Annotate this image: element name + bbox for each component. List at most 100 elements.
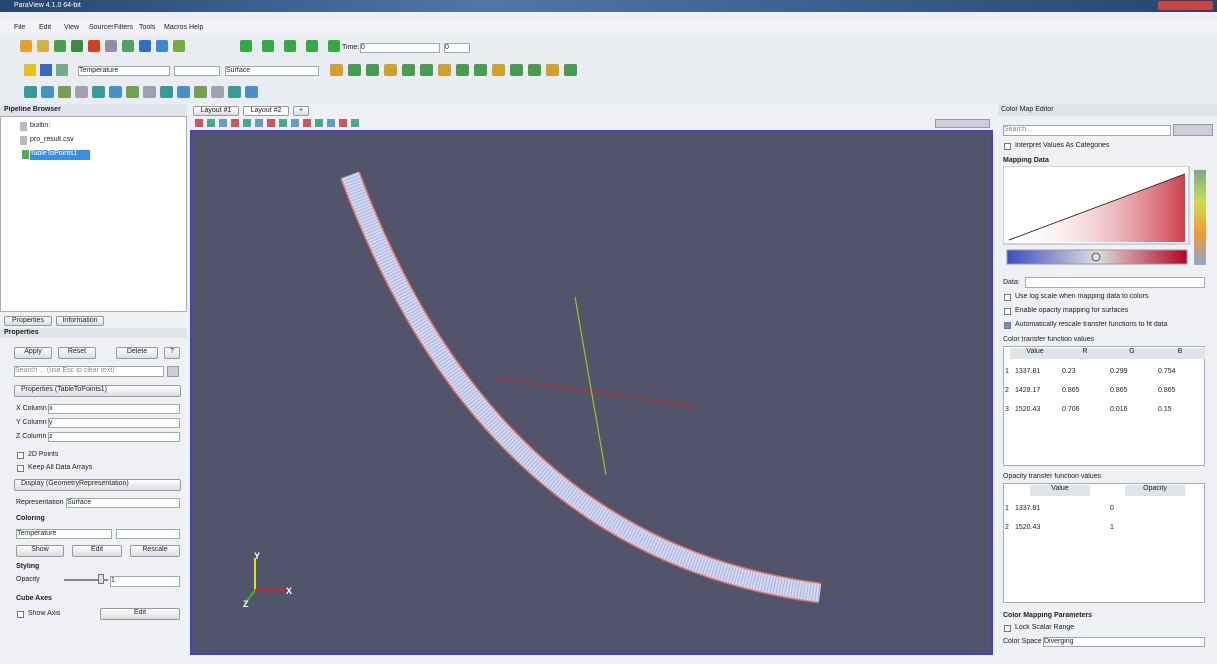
toolbar-icon bbox=[156, 40, 168, 52]
view-toolbar-icon bbox=[231, 119, 239, 127]
toolbar-icon bbox=[20, 40, 32, 52]
toolbar-icon bbox=[139, 40, 151, 52]
coloring-button[interactable]: Rescale bbox=[130, 545, 180, 557]
representation-select[interactable]: Surface bbox=[225, 66, 319, 76]
representation-select[interactable]: Surface bbox=[66, 498, 180, 508]
action-button[interactable]: Reset bbox=[58, 347, 96, 359]
window-title: ParaView 4.1.0 64-bit bbox=[14, 2, 81, 9]
menu-item[interactable]: Tools bbox=[139, 24, 156, 31]
toolbar-icon bbox=[56, 64, 68, 76]
checkbox bbox=[1004, 143, 1011, 150]
menu-item[interactable]: Sources bbox=[89, 24, 113, 31]
option-label: Use log scale when mapping data to color… bbox=[1015, 293, 1149, 300]
slider-handle bbox=[98, 574, 104, 584]
cme-header bbox=[998, 104, 1217, 116]
option-label: Lock Scalar Range bbox=[1015, 624, 1075, 631]
layout-tab[interactable]: Layout #2 bbox=[243, 106, 289, 116]
toolbar-icon bbox=[528, 64, 541, 76]
view-toolbar-icon bbox=[291, 119, 299, 127]
column-select[interactable]: z bbox=[48, 432, 180, 442]
pipeline-item[interactable]: builtin: bbox=[30, 122, 51, 129]
coloring-button[interactable]: Show bbox=[16, 545, 64, 557]
control-point[interactable] bbox=[1091, 252, 1101, 262]
component-select bbox=[116, 529, 180, 539]
toolbar-icon bbox=[366, 64, 379, 76]
action-button[interactable]: Delete bbox=[116, 347, 158, 359]
coloring-select[interactable]: Temperature bbox=[16, 529, 112, 539]
field-label: Z Column bbox=[16, 433, 47, 440]
pipeline-item[interactable]: pro_result.csv bbox=[30, 136, 74, 143]
menu-item[interactable]: View bbox=[64, 24, 80, 31]
pipeline-header bbox=[0, 104, 187, 116]
column-header: Value bbox=[1010, 348, 1060, 359]
checkbox bbox=[1004, 322, 1011, 329]
option-label: Keep All Data Arrays bbox=[28, 464, 93, 471]
column-header: G bbox=[1107, 348, 1157, 359]
menu-item[interactable]: File bbox=[14, 24, 26, 31]
toolbar-icon bbox=[348, 64, 361, 76]
checkbox bbox=[1004, 625, 1011, 632]
table-cell: 0.016 bbox=[1110, 406, 1128, 413]
cme-side-icons bbox=[1194, 170, 1206, 265]
toolbar-icon bbox=[71, 40, 83, 52]
panel-tab[interactable]: Information bbox=[56, 316, 104, 326]
menu-item[interactable]: Macros bbox=[164, 24, 187, 31]
center-axis-x bbox=[496, 377, 699, 408]
table-cell: 0.865 bbox=[1062, 387, 1080, 394]
render-view[interactable] bbox=[190, 130, 993, 655]
toolbar-icon bbox=[40, 64, 52, 76]
table-cell: 2 bbox=[1005, 524, 1009, 531]
coloring-button[interactable]: Edit bbox=[72, 545, 122, 557]
orientation-label: Z bbox=[243, 599, 249, 609]
panel-tab[interactable]: Properties bbox=[4, 316, 52, 326]
close-buttons bbox=[1158, 1, 1213, 10]
option-label: Automatically rescale transfer functions… bbox=[1015, 321, 1168, 328]
section-title: Color Mapping Parameters bbox=[1003, 612, 1093, 619]
layout-tab[interactable]: + bbox=[293, 106, 309, 116]
checkbox bbox=[17, 452, 24, 459]
orientation-label: Y bbox=[254, 551, 261, 561]
table-title: Color transfer function values bbox=[1003, 336, 1095, 343]
toolbar-icon bbox=[330, 64, 343, 76]
orientation-z bbox=[244, 589, 256, 605]
pipeline-item[interactable]: TableToPoints1 bbox=[30, 150, 90, 160]
toolbar-icon bbox=[420, 64, 433, 76]
action-button[interactable]: ? bbox=[164, 347, 180, 359]
toolbar-icon bbox=[177, 86, 190, 98]
table-title: Opacity transfer function values bbox=[1003, 473, 1102, 480]
pipeline-icon bbox=[20, 136, 27, 145]
menu-item[interactable]: Help bbox=[189, 24, 204, 31]
display-header[interactable]: Display (GeometryRepresentation) bbox=[14, 479, 181, 491]
transfer-function-editor[interactable] bbox=[1003, 166, 1193, 271]
option-label: 2D Points bbox=[28, 451, 59, 458]
view-toolbar-icon bbox=[207, 119, 215, 127]
field-label: X Column bbox=[16, 405, 47, 412]
array-select[interactable]: Temperature bbox=[78, 66, 170, 76]
time-value: 0 bbox=[360, 43, 440, 53]
opacity-table bbox=[1003, 483, 1205, 603]
column-header: B bbox=[1155, 348, 1205, 359]
toolbar-icon bbox=[510, 64, 523, 76]
table-cell: 0.299 bbox=[1110, 368, 1128, 375]
menu-item[interactable]: Filters bbox=[114, 24, 134, 31]
column-select[interactable]: y bbox=[48, 418, 180, 428]
toolbar-icon bbox=[37, 40, 49, 52]
column-select[interactable]: x bbox=[48, 404, 180, 414]
field-label: Opacity bbox=[16, 576, 40, 583]
action-button[interactable]: Apply bbox=[14, 347, 52, 359]
section-header[interactable]: Properties (TableToPoints1) bbox=[14, 385, 181, 397]
opacity-line bbox=[1008, 173, 1186, 241]
layout-tab[interactable]: Layout #1 bbox=[193, 106, 239, 116]
group-title: Coloring bbox=[16, 515, 45, 522]
toolbar-icon bbox=[564, 64, 577, 76]
menu-item[interactable]: Edit bbox=[39, 24, 52, 31]
checkbox bbox=[1004, 308, 1011, 315]
cube-axes-edit[interactable]: Edit bbox=[100, 608, 180, 620]
color-space-select[interactable]: Diverging bbox=[1043, 637, 1205, 647]
view-toolbar-icon bbox=[279, 119, 287, 127]
toolbar-icon bbox=[160, 86, 173, 98]
view-toolbar-icon bbox=[327, 119, 335, 127]
time-index: 0 bbox=[444, 43, 470, 53]
view-toolbar-icon bbox=[351, 119, 359, 127]
